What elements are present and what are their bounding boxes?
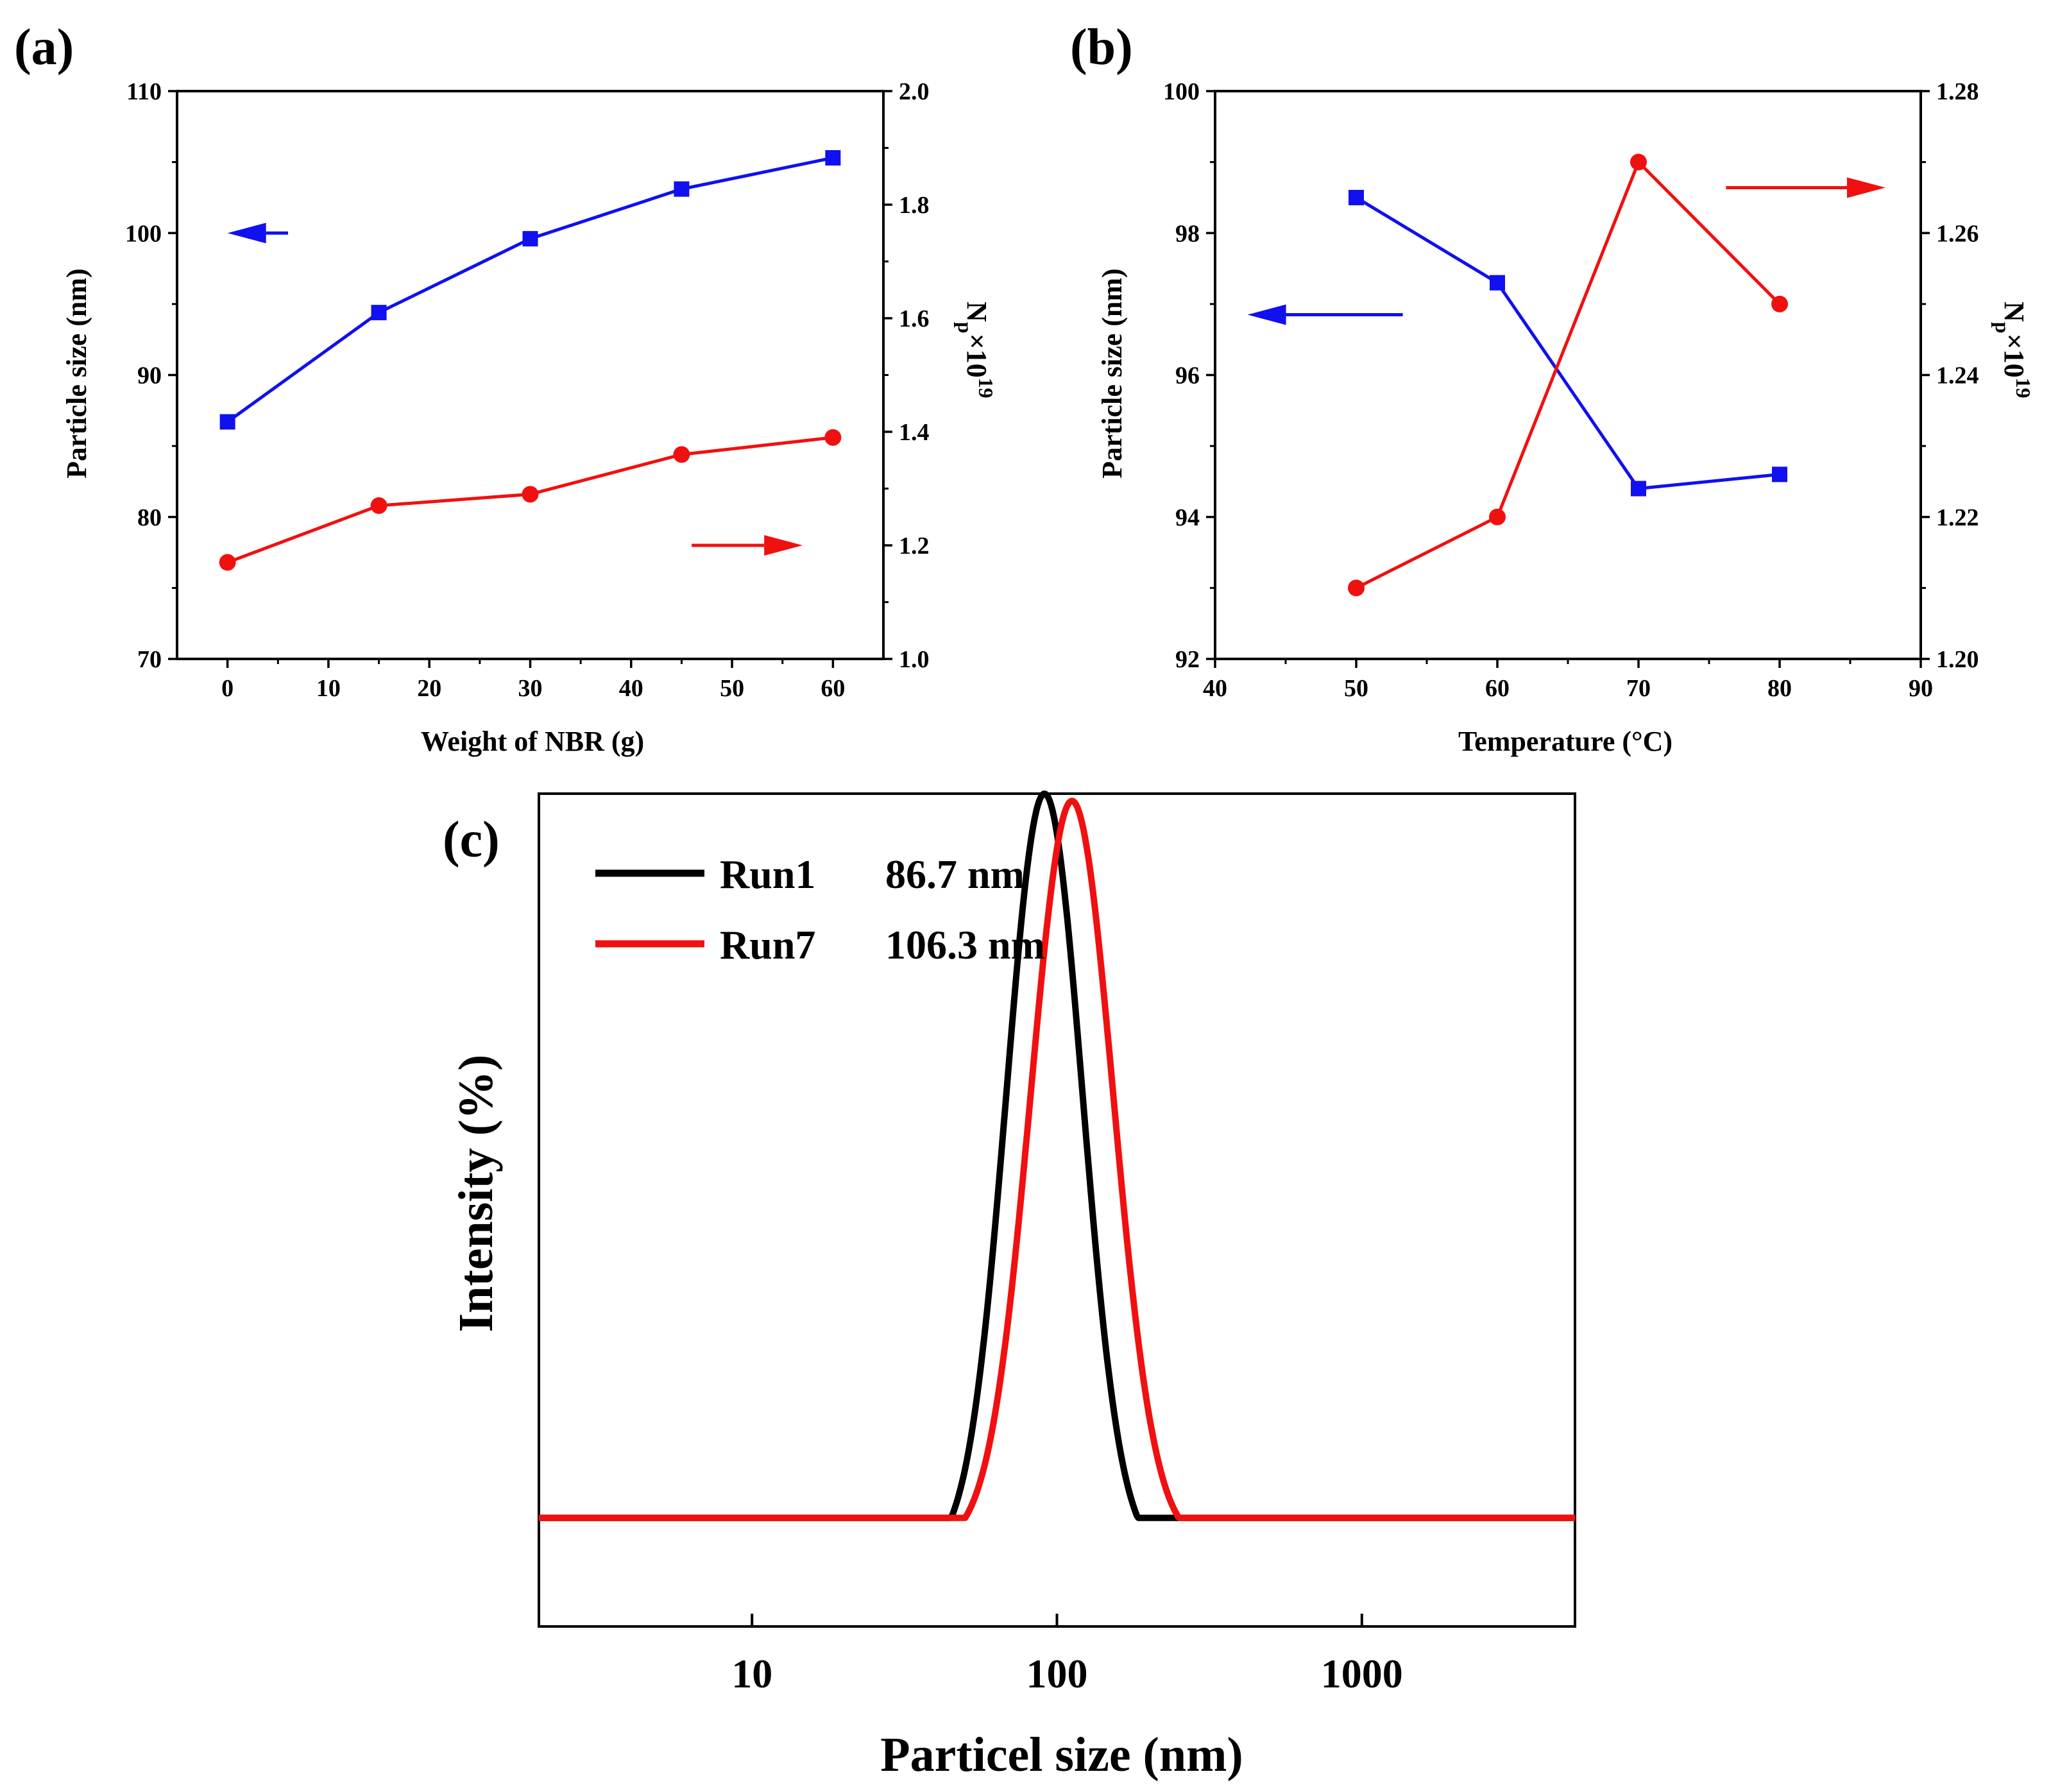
panel-a-series-1-point: [673, 446, 690, 463]
panel-a-y2-label-sub: p: [954, 322, 977, 334]
panel-b-arrow-0-head: [1247, 304, 1286, 325]
panel-c-x-tick-label: 1000: [1321, 1651, 1403, 1696]
panel-b-y-tick-label: 96: [1175, 363, 1200, 389]
panel-c-x-tick-label: 10: [731, 1651, 772, 1696]
svg-text:Np×1019: Np×1019: [954, 302, 998, 398]
panel-c-y-axis-label: Intensity (%): [449, 1055, 503, 1333]
panel-a-y-tick-label: 80: [137, 504, 162, 531]
panel-b-series-0-point: [1631, 481, 1646, 497]
panel-a-series-1-point: [370, 497, 387, 515]
panel-a-y2-tick-label: 1.6: [899, 305, 930, 332]
panel-b-y2-tick-label: 1.26: [1936, 220, 1979, 247]
panel-a-x-tick-label: 30: [518, 675, 543, 702]
panel-b-y2-label-sup: 19: [2012, 378, 2035, 398]
panel-b-series-0-point: [1349, 189, 1364, 205]
panel-a-x-tick-label: 40: [619, 675, 643, 702]
panel-c-legend: Run1 86.7 nm Run7 106.3 nm: [595, 851, 1045, 968]
panel-b-arrow-1-head: [1847, 177, 1885, 198]
panel-a-y2-label-main: N: [961, 302, 992, 322]
panel-a-y-tick-label: 100: [125, 220, 162, 247]
panel-b-y2-tick-label: 1.20: [1936, 646, 1979, 673]
svg-text:Np×1019: Np×1019: [1991, 302, 2035, 398]
panel-a-chart: (a) 0 10 20 30 40 50 60 70 80 90 100 110 1.0 1.2 1.4 1.…: [14, 19, 998, 757]
panel-a-x-tick-label: 0: [221, 675, 234, 702]
panel-c-x-tick-label: 100: [1026, 1651, 1088, 1696]
panel-b-series-1-line: [1355, 159, 1781, 590]
panel-b-x-tick-label: 70: [1626, 675, 1651, 702]
legend-run7-value: 106.3 nm: [885, 922, 1045, 968]
panel-c-series-1-curve: [537, 798, 1577, 1521]
panel-a-y2-tick-label: 1.2: [899, 533, 930, 559]
legend-run1-value: 86.7 nm: [885, 851, 1025, 897]
panel-b-series-1-point: [1630, 153, 1647, 171]
panel-b-x-axis-label: Temperature (°C): [1458, 726, 1672, 757]
panel-a-series-1-point: [219, 554, 236, 571]
panel-a-y-tick-label: 70: [137, 646, 162, 673]
panel-a-series-0-point: [371, 305, 387, 321]
panel-b-x-tick-label: 60: [1485, 675, 1510, 702]
panel-b-y2-tick-label: 1.28: [1936, 78, 1979, 105]
panel-c-label: (c): [443, 812, 500, 868]
panel-b-x-tick-label: 80: [1767, 675, 1792, 702]
panel-a-label: (a): [14, 19, 74, 76]
panel-a-series-0-point: [522, 231, 538, 247]
panel-b-series-1-point: [1489, 508, 1506, 525]
legend-run1-name: Run1: [720, 851, 815, 897]
panel-a-x-tick-label: 50: [720, 675, 744, 702]
panel-a-y2-tick-label: 2.0: [899, 78, 930, 105]
panel-a-y2-tick-label: 1.8: [899, 192, 930, 219]
panel-b-x-tick-label: 50: [1344, 675, 1368, 702]
panel-a-y-tick-label: 90: [137, 363, 162, 389]
panel-b-y2-axis-label: Np×1019: [1991, 302, 2035, 398]
panel-b-series-0-point: [1490, 275, 1505, 291]
panel-a-arrow-0-head: [227, 223, 266, 244]
panel-c-chart: (c) 10 100 1000 Particel size (nm) Intensi…: [443, 790, 1577, 1782]
panel-b-y2-tick-label: 1.22: [1936, 504, 1979, 531]
panel-a-series-0-point: [219, 414, 235, 430]
panel-a-y2-tick-label: 1.0: [899, 646, 930, 673]
panel-b-y2-label-sub: p: [1991, 322, 2014, 334]
panel-c-x-axis-label: Particel size (nm): [880, 1728, 1243, 1782]
legend-run7-name: Run7: [720, 922, 815, 968]
panel-b-y-tick-label: 98: [1175, 220, 1200, 247]
panel-a-series-0-point: [825, 149, 841, 166]
panel-b-y-tick-label: 94: [1175, 504, 1200, 531]
panel-a-y2-tick-label: 1.4: [899, 419, 930, 446]
panel-b-x-tick-label: 40: [1203, 675, 1227, 702]
panel-a-y-tick-label: 110: [126, 78, 162, 105]
panel-b-x-tick-label: 90: [1909, 675, 1933, 702]
panel-b-y2-label-mult: ×10: [1998, 334, 2030, 378]
panel-a-series-0-point: [674, 181, 690, 197]
panel-b-series-0-point: [1772, 466, 1787, 482]
panel-b-y2-label-main: N: [1998, 302, 2030, 322]
panel-b-series-0-line: [1355, 196, 1780, 491]
panel-a-x-tick-label: 10: [316, 675, 341, 702]
panel-a-y2-label-mult: ×10: [961, 334, 992, 378]
panel-a-x-axis-label: Weight of NBR (g): [421, 726, 644, 757]
panel-a-y2-axis-label: Np×1019: [954, 302, 998, 398]
panel-b-chart: (b) 40 50 60 70 80 90 92 94 96 98 100 1.20 1.22 1.24 1…: [1070, 19, 2035, 757]
panel-b-label: (b): [1070, 19, 1133, 76]
panel-b-series-1-point: [1771, 295, 1788, 312]
panel-b-y-tick-label: 100: [1163, 78, 1200, 105]
panel-a-series-1-point: [824, 429, 842, 446]
panel-a-arrow-1-head: [764, 535, 803, 556]
panel-a-series-1-point: [522, 486, 539, 503]
panel-a-x-tick-label: 60: [821, 675, 845, 702]
panel-a-y2-label-sup: 19: [974, 378, 998, 398]
panel-b-y2-tick-label: 1.24: [1936, 363, 1979, 389]
panel-b-y-axis-label: Particle size (nm): [1096, 268, 1128, 478]
panel-a-y-axis-label: Particle size (nm): [61, 268, 92, 478]
panel-b-y-tick-label: 92: [1175, 646, 1200, 673]
panel-b-series-1-point: [1348, 579, 1365, 597]
panel-a-x-tick-label: 20: [417, 675, 441, 702]
